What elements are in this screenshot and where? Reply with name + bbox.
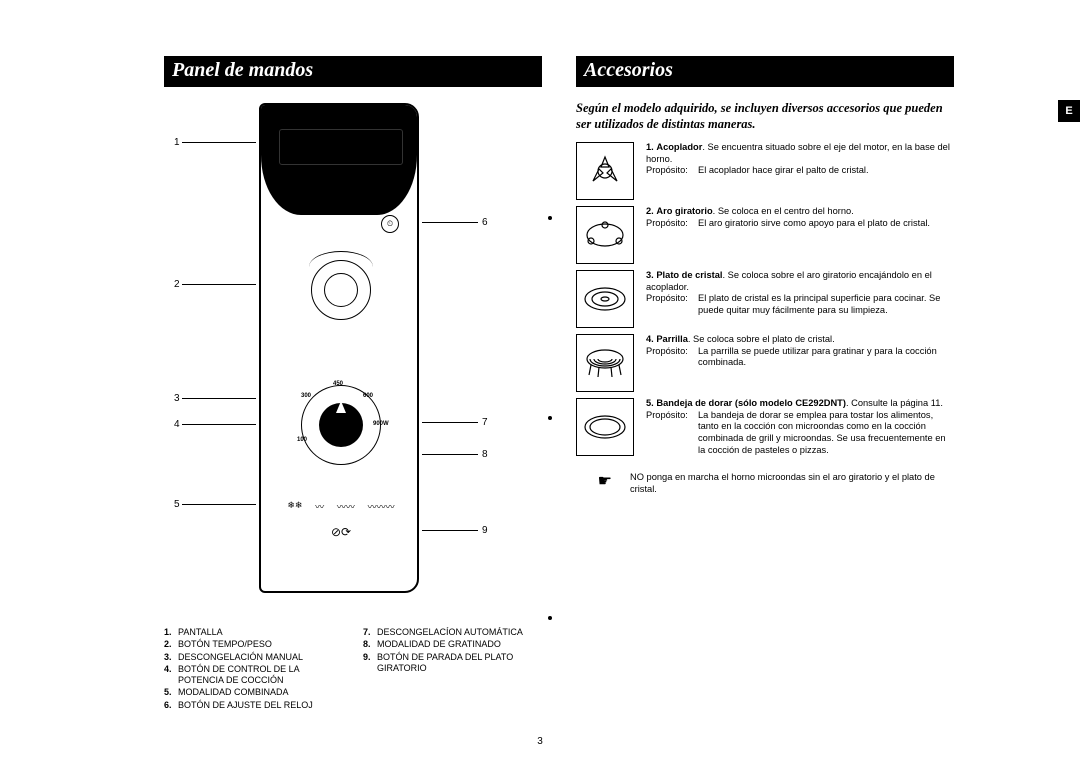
coupler-icon: [576, 142, 634, 200]
power-label-100: 100: [297, 437, 307, 443]
browning-tray-icon: [576, 398, 634, 456]
accessory-row-3: 3. Plato de cristal. Se coloca sobre el …: [576, 270, 954, 328]
warning-note: ☛ NO ponga en marcha el horno microondas…: [576, 472, 954, 495]
callout-2: 2: [174, 279, 180, 290]
control-panel-diagram: ⏲ 100 300 450 600 900W ❄❄〰〰〰〰〰〰 ⊘⟳: [164, 101, 542, 627]
mode-icons-row: ❄❄〰〰〰〰〰〰: [281, 500, 401, 520]
panel-legend: 1.PANTALLA 2.BOTÓN TEMPO/PESO 3.DESCONGE…: [164, 627, 542, 712]
callout-9: 9: [482, 525, 488, 536]
spine-dot: [548, 216, 552, 220]
accessory-row-4: 4. Parrilla. Se coloca sobre el plato de…: [576, 334, 954, 392]
power-label-300: 300: [301, 393, 311, 399]
callout-1: 1: [174, 137, 180, 148]
callout-8: 8: [482, 449, 488, 460]
accessories-column: Según el modelo adquirido, se incluyen d…: [576, 101, 954, 627]
left-section-title: Panel de mandos: [164, 56, 542, 87]
pointer-icon: ☛: [576, 472, 612, 495]
display-screen: [279, 129, 403, 165]
panel-column: ⏲ 100 300 450 600 900W ❄❄〰〰〰〰〰〰 ⊘⟳: [164, 101, 542, 627]
power-label-600: 600: [363, 393, 373, 399]
accessories-intro: Según el modelo adquirido, se incluyen d…: [576, 101, 954, 132]
timer-dial: [311, 260, 371, 320]
accessory-row-5: 5. Bandeja de dorar (sólo modelo CE292DN…: [576, 398, 954, 456]
callout-5: 5: [174, 499, 180, 510]
clock-button-icon: ⏲: [381, 215, 399, 233]
callout-3: 3: [174, 393, 180, 404]
callout-4: 4: [174, 419, 180, 430]
glass-plate-icon: [576, 270, 634, 328]
power-label-450: 450: [333, 381, 343, 387]
accessory-row-2: 2. Aro giratorio. Se coloca en el centro…: [576, 206, 954, 264]
power-label-900: 900W: [373, 421, 389, 427]
callout-6: 6: [482, 217, 488, 228]
language-tab: E: [1058, 100, 1080, 122]
right-section-title: Accesorios: [576, 56, 954, 87]
page-number: 3: [537, 736, 543, 747]
spine-dot: [548, 416, 552, 420]
stop-plate-icon: ⊘⟳: [316, 525, 366, 545]
callout-7: 7: [482, 417, 488, 428]
spine-dot: [548, 616, 552, 620]
grill-rack-icon: [576, 334, 634, 392]
roller-ring-icon: [576, 206, 634, 264]
accessory-row-1: 1. Acoplador. Se encuentra situado sobre…: [576, 142, 954, 200]
